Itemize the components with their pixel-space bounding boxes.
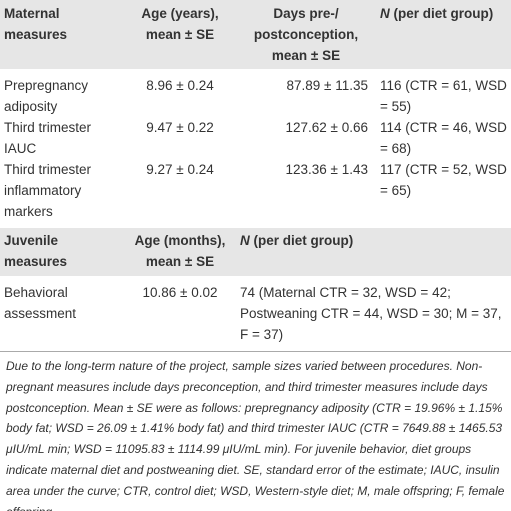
cell: Third trimester inflammatory markers (4, 162, 92, 219)
data-row: Behavioral assessment 10.86 ± 0.02 74 (Mat… (0, 282, 511, 345)
cell: Third trimester IAUC (4, 120, 92, 156)
data-row: Third trimester IAUC 9.47 ± 0.22 127.62 ± … (0, 117, 511, 159)
footnote: Due to the long-term nature of the proje… (6, 359, 505, 511)
cell: 116 (CTR = 61, WSD = 55) (380, 78, 507, 114)
header-emph: N (380, 6, 390, 21)
header-text: (per diet group) (389, 6, 494, 21)
spacer (0, 345, 511, 352)
cell: 8.96 ± 0.24 (146, 78, 214, 93)
cell: 74 (Maternal CTR = 32, WSD = 42; Postwea… (240, 285, 502, 342)
juvenile-table: Juvenile measures Age (months), mean ± S… (0, 228, 511, 352)
cell: Prepregnancy adiposity (4, 78, 89, 114)
maternal-table: Maternal measures Age (years), mean ± SE… (0, 0, 511, 228)
cell: 87.89 ± 11.35 (286, 78, 368, 93)
cell: Behavioral assessment (4, 285, 77, 321)
header-cell: Maternal measures (0, 0, 124, 69)
cell: 10.86 ± 0.02 (142, 285, 218, 300)
header-cell: Juvenile measures (0, 228, 124, 276)
cell: 123.36 ± 1.43 (285, 162, 368, 177)
cell: 117 (CTR = 52, WSD = 65) (380, 162, 507, 198)
header-emph: N (240, 233, 250, 248)
cell: 9.27 ± 0.24 (146, 162, 214, 177)
cell: 114 (CTR = 46, WSD = 68) (380, 120, 507, 156)
data-row: Prepregnancy adiposity 8.96 ± 0.24 87.89 ±… (0, 75, 511, 117)
header-cell: N (per diet group) (376, 0, 511, 69)
header-text: (per diet group) (249, 233, 354, 248)
data-row: Third trimester inflammatory markers 9.27… (0, 159, 511, 222)
cell: 127.62 ± 0.66 (285, 120, 368, 135)
header-row: Maternal measures Age (years), mean ± SE… (0, 0, 511, 69)
header-cell: Age (years), mean ± SE (124, 0, 236, 69)
cell: 9.47 ± 0.22 (146, 120, 214, 135)
header-cell: N (per diet group) (236, 228, 511, 276)
header-cell: Days pre-/ postconception, mean ± SE (236, 0, 376, 69)
header-row: Juvenile measures Age (months), mean ± S… (0, 228, 511, 276)
header-cell: Age (months), mean ± SE (124, 228, 236, 276)
